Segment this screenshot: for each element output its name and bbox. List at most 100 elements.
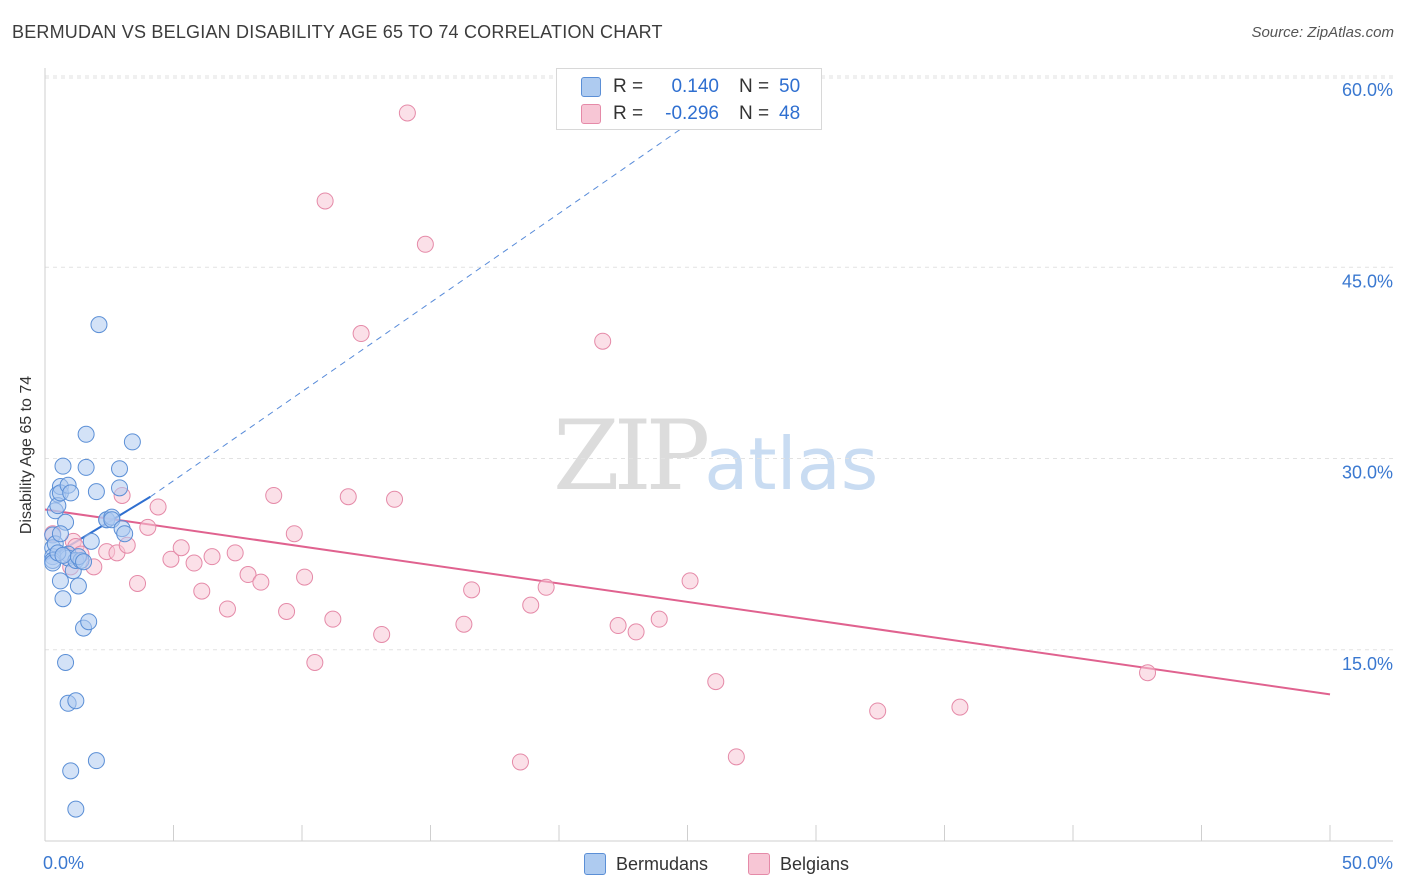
bermudans-point	[75, 553, 93, 571]
zipatlas-watermark: ZIPatlas	[553, 400, 878, 512]
belgians-point	[285, 525, 303, 543]
bermudans-point	[54, 546, 72, 564]
legend-row-bermudans: R = 0.140 N = 50	[581, 75, 800, 99]
bermudans-point	[90, 316, 108, 334]
belgians-point	[324, 610, 342, 628]
belgians-point	[226, 544, 244, 562]
trend-lines	[44, 88, 1331, 696]
legend-r-value: -0.296	[665, 103, 719, 124]
belgians-point	[727, 748, 745, 766]
bermudans-point	[67, 800, 85, 818]
y-tick-label: 30.0%	[1342, 463, 1393, 483]
bermudans-point	[51, 572, 69, 590]
belgians-point	[149, 498, 167, 516]
x-tick-label: 0.0%	[43, 853, 84, 873]
belgians-point	[316, 192, 334, 210]
bermudans-point	[116, 525, 134, 543]
belgians-point	[193, 582, 211, 600]
belgians-point	[455, 615, 473, 633]
bermudans-point	[77, 425, 95, 443]
bermudans-point	[54, 457, 72, 475]
bermudans-point	[57, 654, 75, 671]
belgians-point	[951, 698, 969, 716]
legend-r-value: 0.140	[671, 76, 719, 97]
belgians-point	[139, 518, 157, 536]
belgians-point	[594, 332, 612, 350]
legend-n-label: N =	[739, 76, 770, 97]
belgians-legend-label: Belgians	[780, 853, 850, 874]
belgians-point	[609, 617, 627, 635]
legend-n-value: 50	[779, 76, 801, 97]
belgians-point	[218, 600, 236, 618]
y-tick-label: 45.0%	[1342, 271, 1393, 291]
y-tick-label: 15.0%	[1342, 654, 1393, 674]
x-tick-label: 50.0%	[1342, 853, 1393, 873]
belgians-point	[278, 603, 296, 620]
legend-r-label: R =	[613, 103, 644, 124]
watermark-zip: ZIP	[553, 400, 710, 512]
belgians-point	[398, 104, 416, 122]
belgians-point	[707, 673, 725, 691]
bermudans-point	[87, 752, 105, 770]
bermudans-legend-label: Bermudans	[616, 853, 709, 874]
bermudans-point	[69, 577, 87, 595]
y-tick-label: 60.0%	[1342, 80, 1393, 100]
bermudans-point	[67, 692, 85, 710]
tick-labels: 15.0% 30.0% 45.0% 60.0% 0.0% 50.0%	[43, 80, 1393, 873]
bermudans-point	[77, 458, 95, 476]
belgians-point	[265, 486, 283, 504]
belgians-point	[296, 568, 314, 586]
bermudans-point	[80, 613, 98, 631]
bermudans-points	[44, 316, 141, 818]
bermudans-point	[87, 483, 105, 501]
belgians-point	[339, 488, 357, 506]
correlation-legend: R = 0.140 N = 50 R = -0.296 N = 48	[556, 68, 822, 130]
belgians-points	[44, 104, 1157, 771]
bermudans-point	[123, 433, 141, 451]
bermudans-point	[62, 484, 80, 502]
bermudans-point	[51, 525, 69, 543]
belgians-point	[162, 550, 180, 568]
bermudans-legend-swatch	[584, 853, 606, 875]
source-label: Source: ZipAtlas.com	[1251, 24, 1394, 41]
bermudans-point	[82, 532, 100, 550]
belgians-legend-swatch	[748, 853, 770, 875]
legend-n-label: N =	[739, 103, 770, 124]
belgians-point	[681, 572, 699, 590]
belgians-point	[627, 623, 645, 641]
legend-n-value: 48	[779, 103, 801, 124]
grid-lines	[45, 75, 1393, 651]
belgians-point	[203, 548, 221, 566]
belgians-point	[172, 539, 190, 557]
bottom-legend-belgians: Belgians	[748, 852, 849, 876]
belgians-swatch	[581, 104, 601, 124]
bermudans-point	[62, 762, 80, 780]
belgians-point	[511, 753, 529, 771]
belgians-point	[537, 578, 555, 596]
bermudans-point	[111, 479, 129, 497]
bermudans-trend-extension	[150, 88, 740, 498]
bottom-legend-bermudans: Bermudans	[584, 852, 708, 876]
belgians-point	[185, 554, 203, 572]
bermudans-swatch	[581, 77, 601, 97]
belgians-point	[239, 566, 257, 584]
belgians-point	[129, 574, 147, 592]
legend-r-label: R =	[613, 76, 644, 97]
chart-title: BERMUDAN VS BELGIAN DISABILITY AGE 65 TO…	[12, 22, 663, 42]
bermudans-point	[54, 590, 72, 608]
belgians-point	[416, 235, 434, 253]
belgians-point	[1139, 664, 1157, 682]
belgians-trend-line	[44, 508, 1331, 696]
belgians-point	[869, 702, 887, 720]
belgians-point	[306, 654, 324, 671]
belgians-point	[386, 490, 404, 508]
axes	[44, 68, 1393, 842]
belgians-point	[373, 625, 391, 643]
belgians-point	[463, 581, 481, 599]
belgians-point	[650, 610, 668, 628]
belgians-point	[252, 573, 270, 591]
belgians-point	[522, 596, 540, 614]
watermark-atlas: atlas	[704, 422, 879, 506]
belgians-point	[352, 325, 370, 343]
